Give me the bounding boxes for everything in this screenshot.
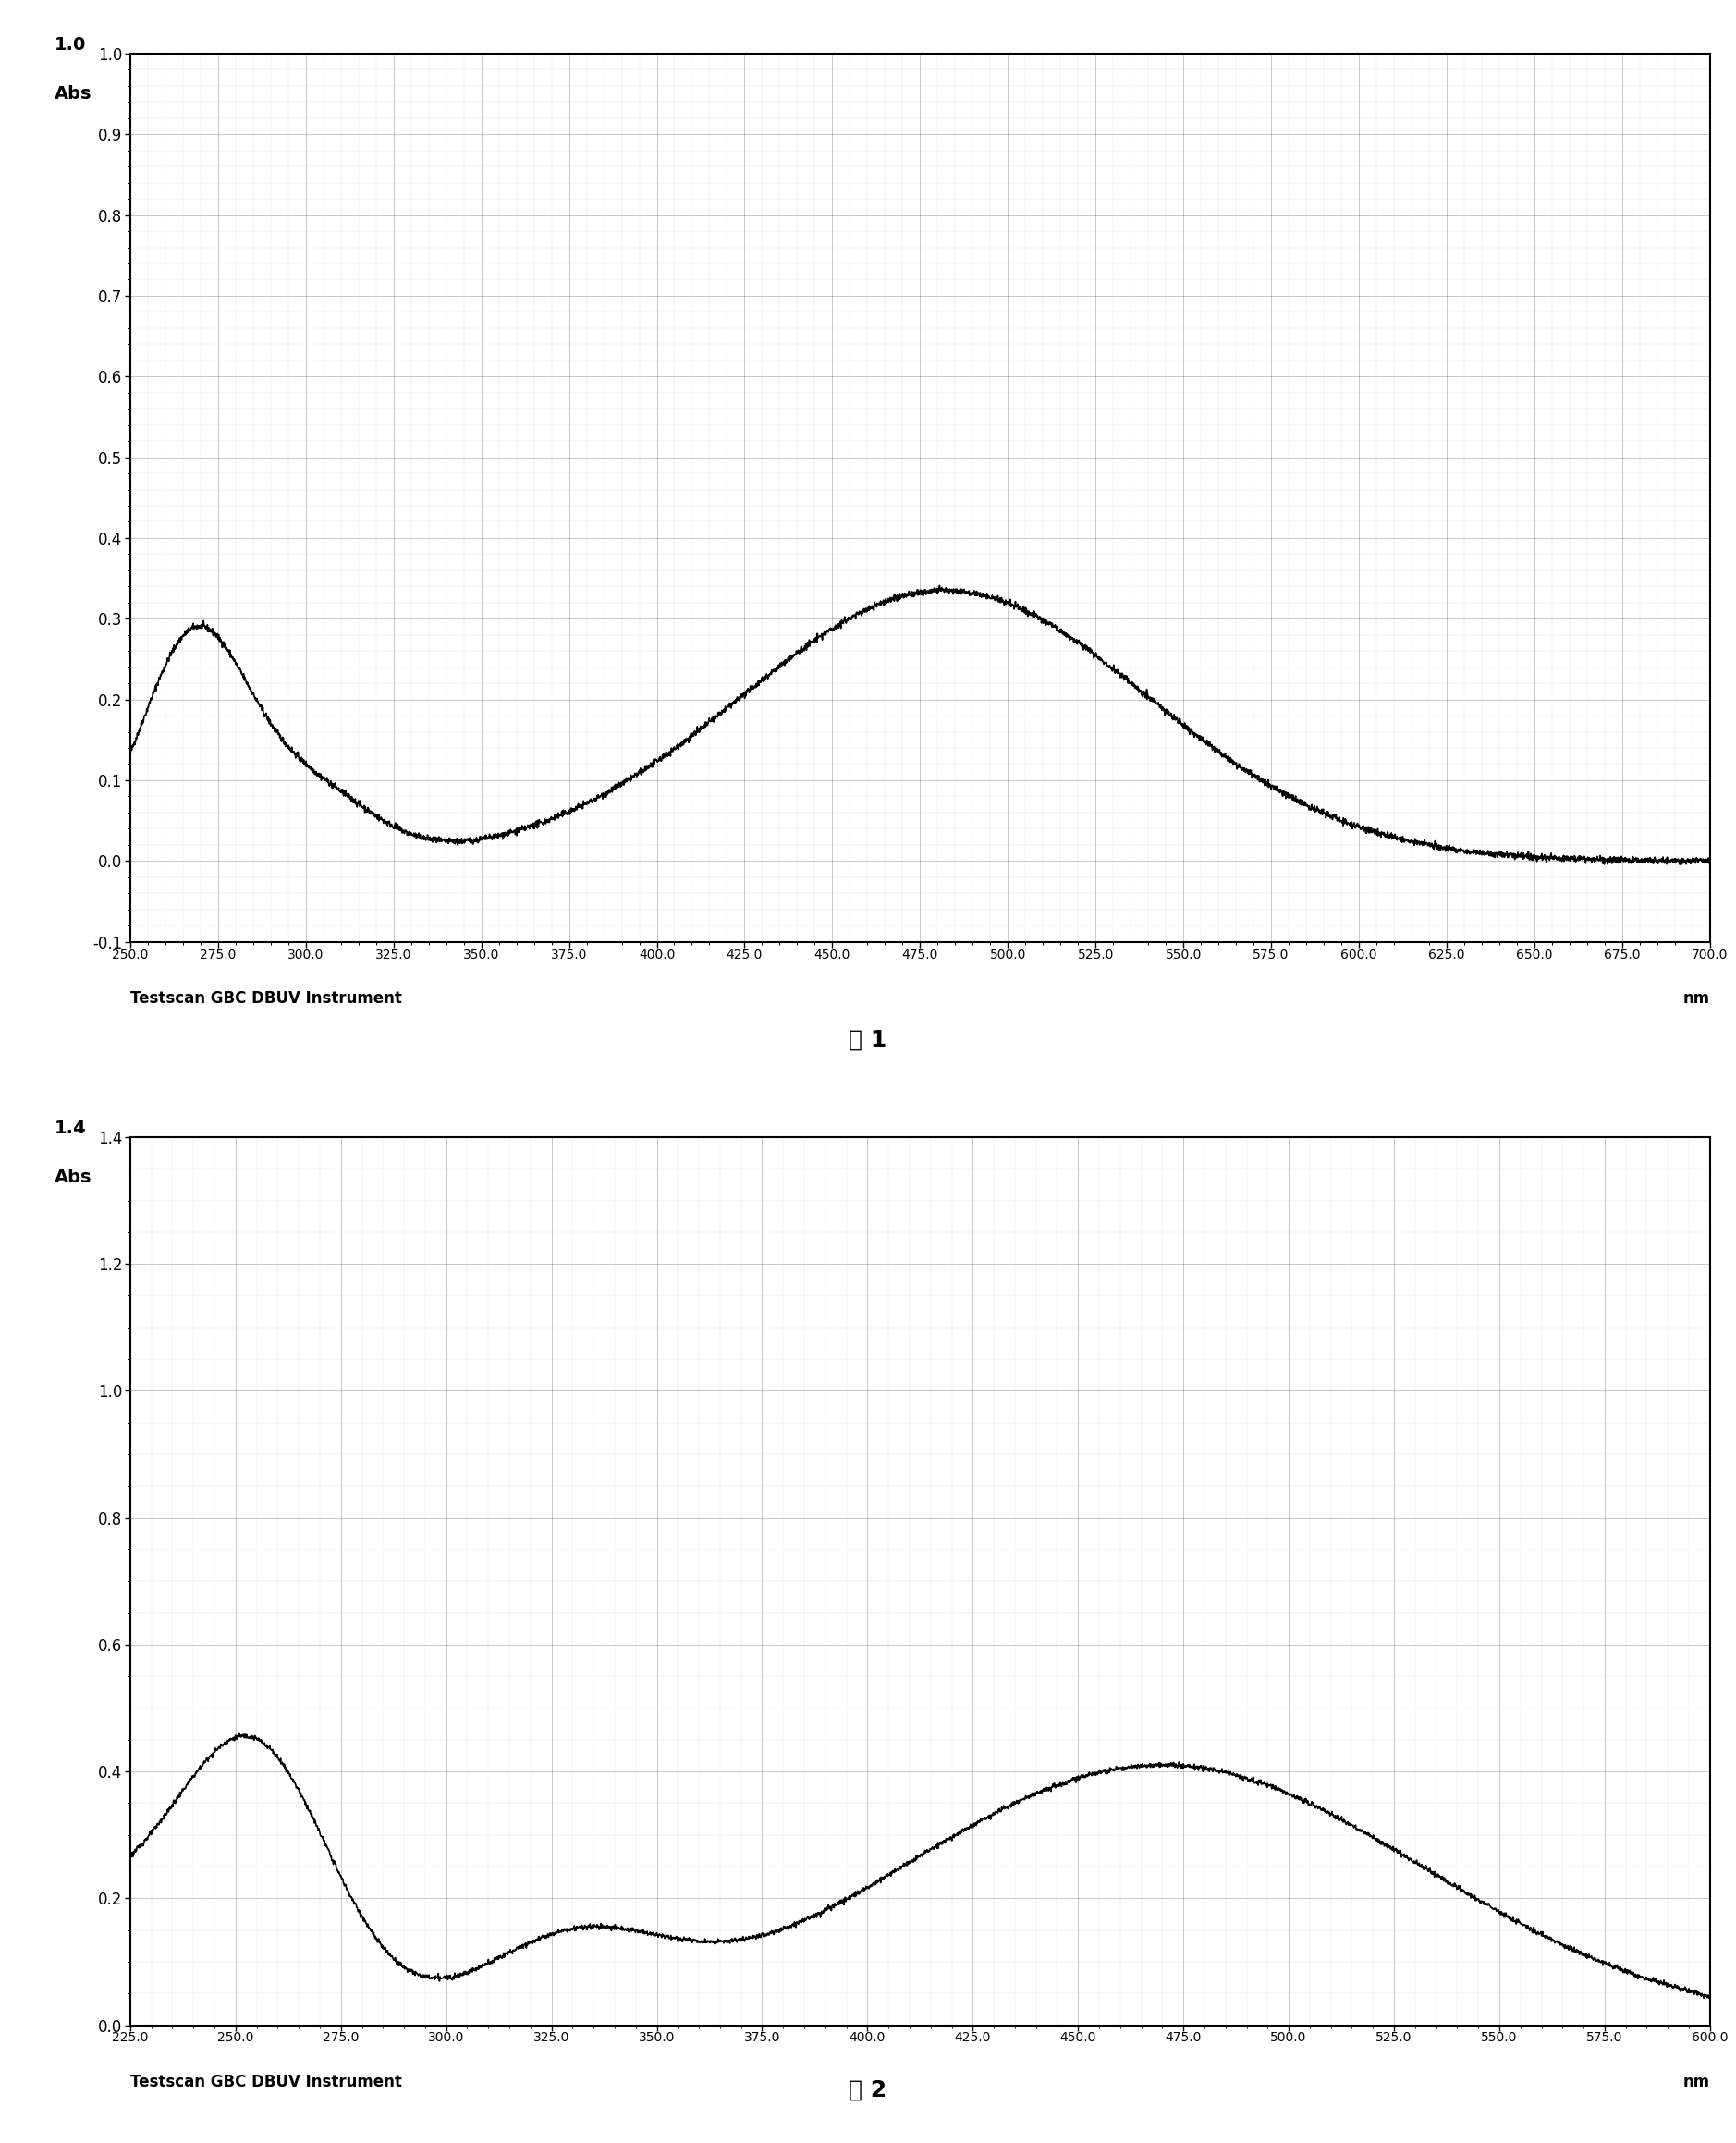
Text: nm: nm: [1682, 990, 1710, 1007]
Text: 图 1: 图 1: [849, 1029, 887, 1050]
Text: Abs: Abs: [54, 1168, 92, 1185]
Text: 1.0: 1.0: [54, 36, 87, 54]
Text: Testscan GBC DBUV Instrument: Testscan GBC DBUV Instrument: [130, 990, 401, 1007]
Text: nm: nm: [1682, 2074, 1710, 2092]
Text: 图 2: 图 2: [849, 2079, 887, 2100]
Text: Abs: Abs: [54, 86, 92, 103]
Text: Testscan GBC DBUV Instrument: Testscan GBC DBUV Instrument: [130, 2074, 401, 2092]
Text: 1.4: 1.4: [54, 1119, 87, 1138]
